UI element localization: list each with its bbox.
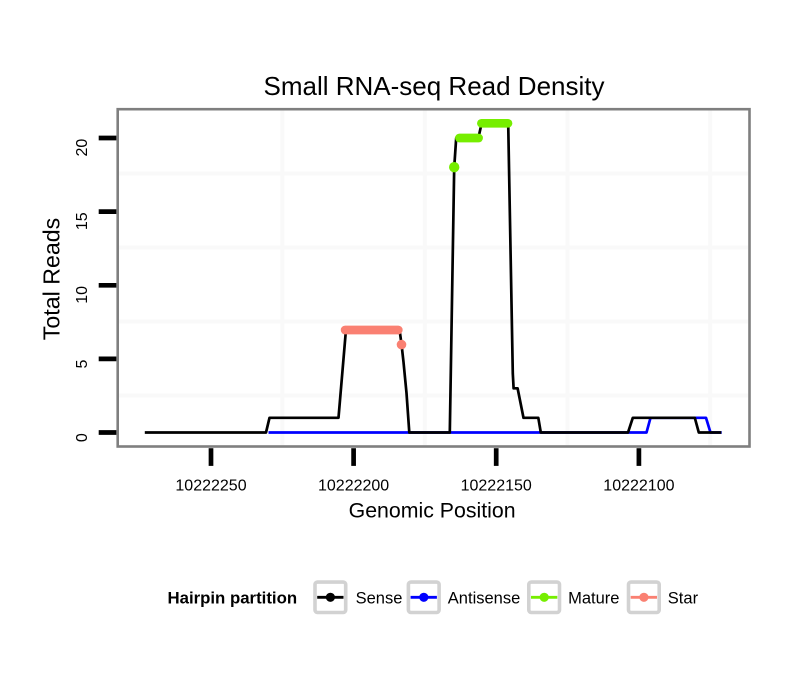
svg-text:Total Reads: Total Reads — [39, 218, 65, 340]
svg-text:Hairpin partition: Hairpin partition — [168, 589, 298, 608]
svg-text:Mature: Mature — [568, 589, 619, 607]
svg-text:15: 15 — [74, 212, 91, 230]
svg-text:5: 5 — [74, 360, 91, 369]
svg-text:10222250: 10222250 — [175, 478, 246, 495]
svg-text:Antisense: Antisense — [448, 589, 520, 607]
svg-text:10222100: 10222100 — [603, 478, 674, 495]
svg-text:Small RNA-seq Read Density: Small RNA-seq Read Density — [263, 71, 604, 101]
svg-text:20: 20 — [74, 139, 91, 157]
svg-text:Sense: Sense — [356, 589, 403, 607]
svg-text:0: 0 — [74, 433, 91, 442]
svg-text:Star: Star — [668, 589, 699, 607]
svg-text:10222200: 10222200 — [318, 478, 389, 495]
svg-text:10: 10 — [74, 286, 91, 304]
svg-text:10222150: 10222150 — [461, 478, 532, 495]
svg-text:Genomic Position: Genomic Position — [349, 499, 516, 523]
